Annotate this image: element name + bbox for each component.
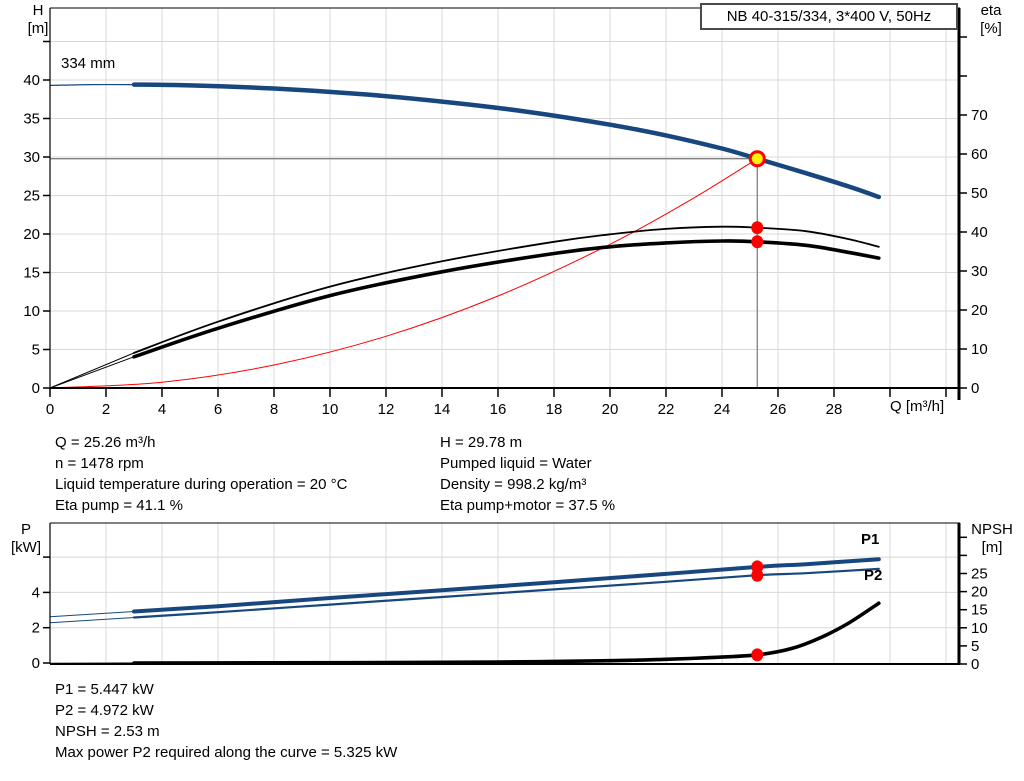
- max-power-note: Max power P2 required along the curve = …: [55, 744, 398, 761]
- left-axis-tick-label: 25: [23, 188, 40, 205]
- qh-curve-thin: [49, 83, 135, 86]
- left-axis-tick-label: 40: [23, 72, 40, 89]
- duty-info-right: H = 29.78 m Pumped liquid = Water Densit…: [440, 432, 615, 516]
- left-axis-tick-label: 20: [23, 226, 40, 243]
- eta-pump-curve-thin: [49, 352, 135, 389]
- system-curve: [49, 158, 758, 389]
- right-axis-tick-label: 0: [971, 380, 979, 397]
- left-axis-tick-label: 10: [23, 303, 40, 320]
- left-axis-tick-label: 30: [23, 149, 40, 166]
- liquid-temperature-value: Liquid temperature during operation = 20…: [55, 476, 348, 493]
- pump-title-box: NB 40-315/334, 3*400 V, 50Hz: [700, 3, 958, 30]
- p-axis-unit: [kW]: [11, 539, 41, 556]
- pumped-liquid-value: Pumped liquid = Water: [440, 455, 592, 472]
- right-axis-tick-label: 20: [971, 302, 988, 319]
- right-axis-tick-label: 40: [971, 224, 988, 241]
- right-axis-tick-label: 5: [971, 638, 979, 655]
- x-axis-tick-label: 18: [546, 401, 563, 418]
- p1-value: P1 = 5.447 kW: [55, 681, 154, 698]
- operating-point-dot: [751, 568, 764, 582]
- p1-curve: [132, 557, 881, 614]
- x-axis-tick-label: 6: [214, 401, 222, 418]
- left-axis-tick-label: 2: [32, 620, 40, 637]
- x-axis-tick-label: 0: [46, 401, 54, 418]
- right-axis-tick-label: 60: [971, 146, 988, 163]
- left-axis-tick-label: 35: [23, 111, 40, 128]
- x-axis-tick-label: 22: [658, 401, 675, 418]
- x-axis-tick-label: 24: [714, 401, 731, 418]
- p2-curve: [132, 567, 880, 619]
- right-axis-tick-label: 15: [971, 602, 988, 619]
- right-axis-tick-label: 0: [971, 656, 979, 673]
- right-axis-tick-label: 50: [971, 185, 988, 202]
- eta-axis-title: eta [%]: [971, 2, 1011, 38]
- x-axis-tick-label: 26: [770, 401, 787, 418]
- x-axis-tick-label: 8: [270, 401, 278, 418]
- impeller-diameter-label: 334 mm: [61, 55, 116, 72]
- x-axis-tick-label: 12: [378, 401, 395, 418]
- head-value: H = 29.78 m: [440, 434, 523, 451]
- h-axis-title: H [m]: [20, 2, 56, 38]
- operating-point-dot: [751, 221, 764, 235]
- left-axis-tick-label: 15: [23, 265, 40, 282]
- p1-curve-label: P1: [861, 531, 880, 548]
- flow-value: Q = 25.26 m³/h: [55, 434, 156, 451]
- h-axis-unit: [m]: [27, 20, 49, 37]
- right-axis-tick-label: 10: [971, 620, 988, 637]
- npsh-curve: [132, 601, 881, 665]
- eta-pump-curve: [133, 225, 880, 354]
- p-axis-symbol: P: [20, 521, 31, 538]
- q-axis-title: Q [m³/h]: [890, 398, 945, 415]
- power-info: P1 = 5.447 kW P2 = 4.972 kW NPSH = 2.53 …: [55, 679, 397, 763]
- x-axis-tick-label: 20: [602, 401, 619, 418]
- left-axis-tick-label: 4: [32, 584, 40, 601]
- eta-pump-motor-curve-thin: [49, 356, 135, 389]
- x-axis-tick-label: 14: [434, 401, 451, 418]
- left-axis-tick-label: 0: [32, 655, 40, 672]
- duty-point-marker[interactable]: [748, 150, 766, 168]
- x-axis-tick-label: 10: [322, 401, 339, 418]
- speed-value: n = 1478 rpm: [55, 455, 144, 472]
- density-value: Density = 998.2 kg/m³: [440, 476, 587, 493]
- p2-curve-label: P2: [864, 567, 883, 584]
- right-axis-tick-label: 20: [971, 584, 988, 601]
- npsh-value: NPSH = 2.53 m: [55, 723, 160, 740]
- p2-value: P2 = 4.972 kW: [55, 702, 154, 719]
- p1-curve-thin: [49, 611, 135, 618]
- right-axis-tick-label: 70: [971, 107, 988, 124]
- operating-point-dot: [751, 235, 764, 249]
- duty-info-left: Q = 25.26 m³/h n = 1478 rpm Liquid tempe…: [55, 432, 347, 516]
- x-axis-tick-label: 2: [102, 401, 110, 418]
- x-axis-tick-label: 4: [158, 401, 166, 418]
- eta-pump-value: Eta pump = 41.1 %: [55, 497, 183, 514]
- right-axis-tick-label: 25: [971, 566, 988, 583]
- eta-axis-symbol: eta: [980, 2, 1002, 19]
- qh-curve: [131, 82, 882, 200]
- x-axis-tick-label: 16: [490, 401, 507, 418]
- right-axis-tick-label: 30: [971, 263, 988, 280]
- npsh-axis-symbol: NPSH: [971, 521, 1013, 538]
- left-axis-tick-label: 5: [32, 342, 40, 359]
- x-axis-tick-label: 28: [826, 401, 843, 418]
- eta-axis-unit: [%]: [980, 20, 1002, 37]
- left-axis-tick-label: 0: [32, 380, 40, 397]
- right-axis-tick-label: 10: [971, 341, 988, 358]
- eta-pump-motor-value: Eta pump+motor = 37.5 %: [440, 497, 616, 514]
- pump-title: NB 40-315/334, 3*400 V, 50Hz: [726, 8, 932, 25]
- p-axis-title: P [kW]: [6, 521, 46, 557]
- npsh-axis-unit: [m]: [981, 539, 1003, 556]
- p2-curve-thin: [49, 617, 135, 624]
- operating-point-dot: [751, 648, 764, 662]
- npsh-axis-title: NPSH [m]: [962, 521, 1022, 557]
- eta-pump-motor-curve: [132, 239, 881, 359]
- h-axis-symbol: H: [32, 2, 44, 19]
